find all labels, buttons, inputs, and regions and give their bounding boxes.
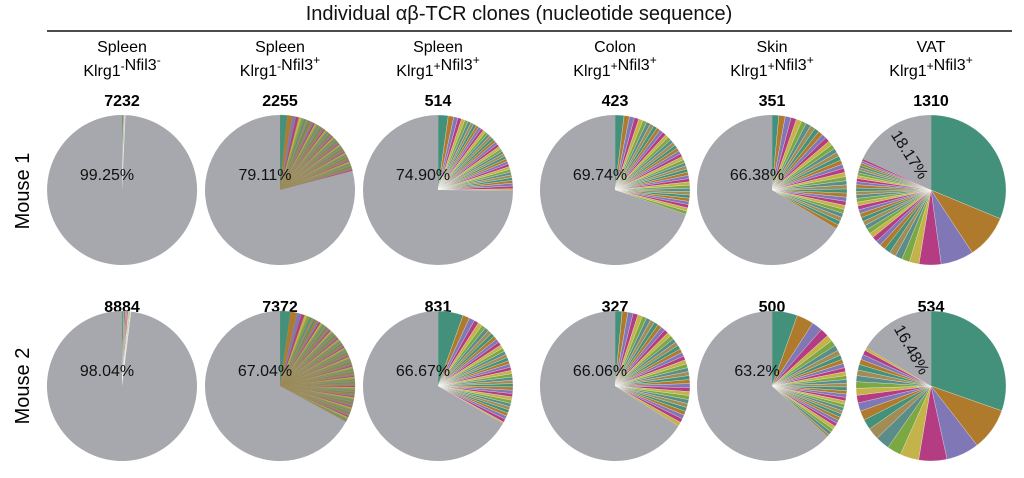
phenotype-sign: +	[313, 53, 320, 67]
phenotype-sign: -	[277, 59, 281, 73]
phenotype-gene: Nfil3	[934, 57, 966, 74]
pie-total-count: 423	[602, 93, 629, 110]
pie-total-count: 2255	[262, 93, 298, 110]
column-phenotype-2: Klrg1-Nfil3+	[240, 53, 320, 80]
phenotype-gene: Klrg1	[573, 63, 610, 80]
column-phenotype-1: Klrg1-Nfil3-	[83, 53, 160, 80]
pie-slice-remainder	[363, 311, 503, 462]
pie-slice-clone	[279, 169, 353, 191]
phenotype-gene: Nfil3	[281, 57, 313, 74]
phenotype-gene: Nfil3	[618, 57, 650, 74]
column-tissue-5: Skin	[756, 39, 787, 56]
pie-remainder-label: 67.04%	[238, 363, 292, 380]
pie-total-count: 7232	[104, 93, 140, 110]
pie-remainder-label: 69.74%	[573, 167, 627, 184]
pie-remainder-label: 63.2%	[734, 363, 779, 380]
column-phenotype-3: Klrg1+Nfil3+	[396, 53, 479, 80]
pie-slice-remainder	[866, 311, 931, 386]
pie-remainder-label: 99.25%	[80, 167, 134, 184]
column-phenotypes: Klrg1-Nfil3-Klrg1-Nfil3+Klrg1+Nfil3+Klrg…	[83, 53, 972, 80]
pie-remainder-label: 66.67%	[396, 363, 450, 380]
phenotype-gene: Klrg1	[396, 63, 433, 80]
pie-slice-clone	[771, 189, 839, 229]
phenotype-sign: +	[927, 59, 934, 73]
pie-slice-clone	[121, 114, 126, 191]
pie-slice-remainder	[697, 115, 837, 265]
pie-chart: 2255 79.11%	[204, 93, 355, 266]
pie-slice-clone	[121, 311, 132, 387]
pie-slice-remainder	[696, 311, 828, 461]
pie-slice-remainder	[204, 114, 355, 266]
phenotype-sign: +	[650, 53, 657, 67]
pie-slice-clone	[437, 188, 514, 191]
column-phenotype-5: Klrg1+Nfil3+	[730, 53, 813, 80]
pie-remainder-label: 66.06%	[573, 363, 627, 380]
phenotype-sign: -	[121, 59, 125, 73]
pie-remainder-label: 66.38%	[730, 167, 784, 184]
pie-slice-remainder	[46, 311, 197, 462]
phenotype-gene: Nfil3	[441, 57, 473, 74]
pie-chart: 514 74.90%	[363, 93, 514, 266]
pie-slice-remainder	[47, 115, 198, 265]
pie-slice-remainder	[363, 115, 513, 266]
pie-slice-remainder	[204, 310, 346, 462]
pie-slice-clone	[614, 189, 688, 215]
pie-slice-clone	[930, 114, 1007, 219]
pie-chart: 351 66.38%	[697, 93, 848, 265]
column-headers: Spleen Spleen Spleen Colon Skin VAT	[97, 39, 946, 56]
phenotype-gene: Klrg1	[83, 63, 120, 80]
pie-grid: 7232 99.25% 2255 79.11% 514 74.90% 423 69.74% 35…	[46, 93, 1007, 462]
pie-slice-clone	[437, 385, 504, 424]
pie-total-count: 514	[425, 93, 452, 110]
column-tissue-4: Colon	[594, 39, 636, 56]
phenotype-sign: +	[611, 59, 618, 73]
column-tissue-3: Spleen	[413, 39, 463, 56]
column-tissue-1: Spleen	[97, 39, 147, 56]
pie-chart: 423 69.74%	[539, 93, 691, 265]
column-tissue-6: VAT	[917, 39, 946, 56]
phenotype-sign: +	[966, 53, 973, 67]
phenotype-gene: Klrg1	[730, 63, 767, 80]
pie-total-count: 1310	[913, 93, 949, 110]
phenotype-sign: +	[768, 59, 775, 73]
row-label-mouse-2: Mouse 2	[12, 348, 34, 425]
column-tissue-2: Spleen	[255, 39, 305, 56]
pie-slice-clone	[864, 347, 932, 387]
pie-slice-remainder	[540, 311, 679, 461]
phenotype-gene: Klrg1	[889, 63, 926, 80]
phenotype-gene: Klrg1	[240, 63, 277, 80]
pie-slice-clone	[771, 385, 830, 437]
phenotype-gene: Nfil3	[125, 57, 157, 74]
phenotype-sign: +	[807, 53, 814, 67]
pie-chart: 7232 99.25%	[47, 93, 198, 265]
pie-remainder-label: 98.04%	[80, 363, 134, 380]
pie-slice-clone	[930, 310, 1007, 411]
pie-slice-clone	[279, 385, 347, 423]
figure-title: Individual αβ-TCR clones (nucleotide seq…	[306, 3, 733, 25]
pie-remainder-label: 74.90%	[396, 167, 450, 184]
phenotype-sign: -	[157, 53, 161, 67]
pie-slice-remainder	[862, 115, 931, 190]
pie-slice-remainder	[539, 115, 686, 265]
phenotype-gene: Nfil3	[775, 57, 807, 74]
pie-total-count: 351	[759, 93, 786, 110]
pie-slice-clone	[614, 385, 681, 427]
column-phenotype-6: Klrg1+Nfil3+	[889, 53, 972, 80]
phenotype-sign: +	[434, 59, 441, 73]
pie-slice-clone	[861, 158, 932, 191]
column-phenotype-4: Klrg1+Nfil3+	[573, 53, 656, 80]
pie-remainder-label: 79.11%	[238, 167, 291, 184]
row-labels: Mouse 1 Mouse 2	[12, 153, 34, 425]
phenotype-sign: +	[473, 53, 480, 67]
row-label-mouse-1: Mouse 1	[12, 153, 34, 230]
